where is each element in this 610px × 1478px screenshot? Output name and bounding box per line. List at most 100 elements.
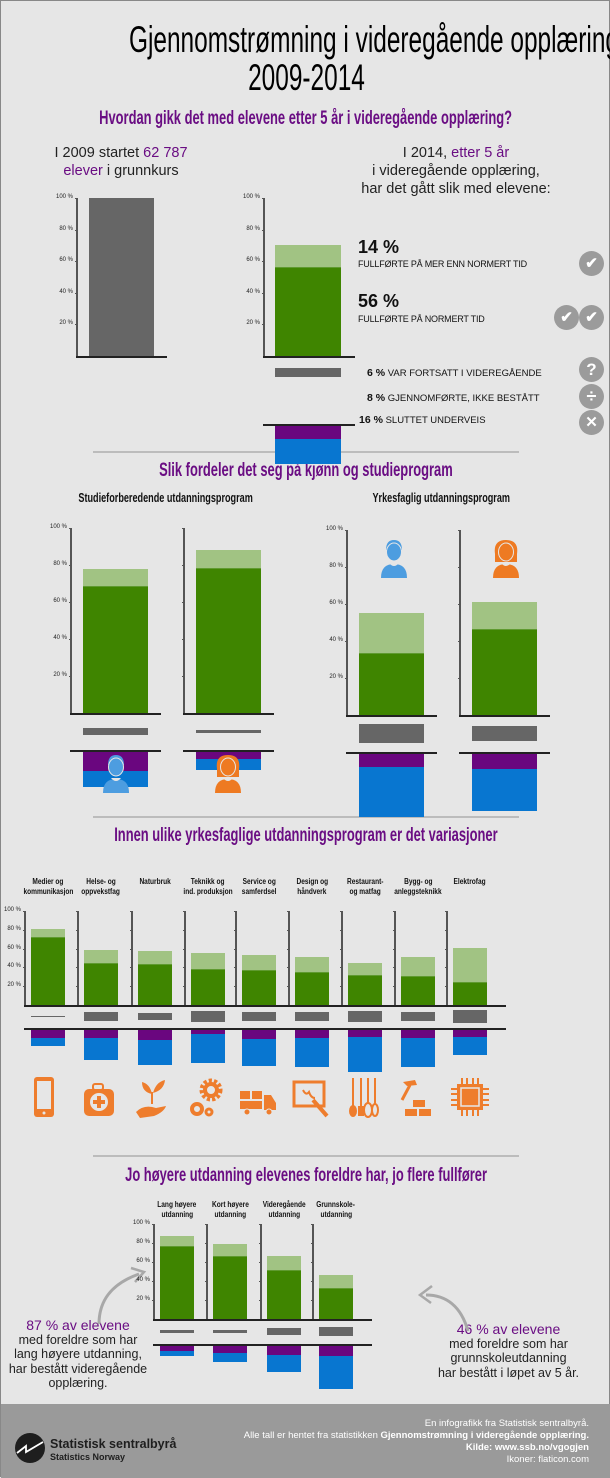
bar-dropped-out xyxy=(453,1036,487,1056)
truck-icon xyxy=(240,1091,276,1116)
bar-completed-extra-time xyxy=(84,949,118,964)
y-tick xyxy=(311,1262,314,1263)
bar-dropped-out xyxy=(191,1033,225,1063)
program-label-line1: Restaurant- xyxy=(346,877,384,886)
female-person-icon xyxy=(215,755,241,793)
y-tick xyxy=(340,948,343,950)
intro-2009: I 2009 startet 62 787 elever i grunnkurs xyxy=(41,144,201,180)
bar-completed-extra-time xyxy=(83,568,148,588)
program-label-line1: Service og xyxy=(242,877,276,886)
y-tick xyxy=(69,565,72,566)
bar-completed-extra-time xyxy=(359,613,424,654)
smartphone-icon xyxy=(34,1077,54,1117)
bar-still-in-school xyxy=(453,1010,487,1023)
y-axis xyxy=(153,1224,155,1319)
lower-baseline xyxy=(131,1028,191,1030)
program-label-line1: Medier og xyxy=(32,877,64,886)
y-tick xyxy=(262,292,265,294)
intro-2009-text: I 2009 startet xyxy=(54,145,144,161)
outcome-extra-time-label: FULLFØRTE PÅ MER ENN NORMERT TID xyxy=(358,259,527,269)
y-tick xyxy=(152,1243,155,1244)
y-tick xyxy=(130,929,133,931)
footer-icons-credit: Ikoner: flaticon.com xyxy=(506,1454,589,1465)
outcome-dropped: 16 % SLUTTET UNDERVEIS xyxy=(359,414,486,426)
y-tick xyxy=(259,1243,262,1244)
title-line-1: Gjennomstrømning i videregående opplærin… xyxy=(128,19,610,60)
curved-arrow-icon xyxy=(417,1285,470,1332)
bar-completed-normal-time xyxy=(267,1270,301,1319)
y-tick xyxy=(183,929,186,931)
lower-baseline xyxy=(235,1028,295,1030)
footer-source-link[interactable]: Kilde: www.ssb.no/vgogjen xyxy=(465,1442,589,1453)
program-label-line2: samferdsel xyxy=(241,887,277,896)
bar-completed-normal-time xyxy=(160,1246,194,1319)
baseline xyxy=(131,1005,191,1007)
lower-baseline xyxy=(24,1028,84,1030)
lower-baseline xyxy=(153,1344,213,1346)
lower-baseline xyxy=(459,752,550,754)
y-tick xyxy=(69,639,72,640)
y-tick xyxy=(76,929,79,931)
bar-dropped-out xyxy=(275,438,341,464)
y-tick-label: 40 % xyxy=(7,963,21,970)
divider xyxy=(93,1155,519,1157)
divider xyxy=(93,816,519,818)
check-circle-icon: ✔ xyxy=(579,305,604,330)
y-tick-label: 60 % xyxy=(53,598,67,604)
male-person-icon xyxy=(103,755,129,793)
check-circle-icon: ✔ xyxy=(554,305,579,330)
lower-baseline xyxy=(184,1028,244,1030)
section3-heading: Innen ulike yrkesfaglige utdanningsprogr… xyxy=(1,825,610,847)
outcome-normal-time-label: FULLFØRTE PÅ NORMERT TID xyxy=(358,314,485,324)
left-note: 87 % av elevene med foreldre som har lan… xyxy=(3,1318,153,1391)
y-axis xyxy=(263,198,265,356)
bar-completed-extra-time xyxy=(191,953,225,971)
y-tick xyxy=(445,967,448,969)
y-tick xyxy=(130,967,133,969)
y-tick-label: 100 % xyxy=(49,524,67,530)
y-tick-label: 40 % xyxy=(246,288,260,295)
parent-education-label: Grunnskole- utdanning xyxy=(306,1200,366,1220)
y-tick xyxy=(259,1262,262,1263)
bar-completed-normal-time xyxy=(348,975,382,1005)
y-tick xyxy=(287,986,290,988)
y-tick xyxy=(259,1224,262,1225)
parent-education-line2: utdanning xyxy=(268,1210,300,1219)
program-label-line1: Helse- og xyxy=(86,877,116,886)
y-tick xyxy=(458,604,461,605)
bar-completed-normal-time xyxy=(401,976,435,1005)
intro-2009-text-end: i grunnkurs xyxy=(102,163,179,179)
bar-completed-extra-time xyxy=(275,245,341,268)
y-tick-label: 20 % xyxy=(246,320,260,327)
bar-completed-extra-time xyxy=(196,550,261,569)
bar-still-in-school xyxy=(319,1327,353,1336)
y-axis xyxy=(235,911,237,1005)
y-tick-label: 80 % xyxy=(136,1239,150,1245)
y-tick xyxy=(262,229,265,231)
baseline xyxy=(183,713,274,715)
bar-not-passed xyxy=(472,754,537,769)
y-tick xyxy=(234,929,237,931)
y-tick xyxy=(23,986,26,988)
y-tick xyxy=(69,676,72,677)
right-note-line: med foreldre som har xyxy=(449,1336,568,1351)
y-tick xyxy=(152,1281,155,1282)
bar-still-in-school xyxy=(196,729,261,734)
bar-completed-extra-time xyxy=(267,1256,301,1271)
outcome-still-label: VAR FORTSATT I VIDEREGÅENDE xyxy=(387,368,542,379)
bar-completed-extra-time xyxy=(472,602,537,630)
y-tick xyxy=(340,911,343,912)
bar-completed-normal-time xyxy=(84,963,118,1005)
y-tick xyxy=(76,967,79,969)
yrkesfaglig-title-text: Yrkesfaglig utdanningsprogram xyxy=(372,490,510,505)
y-tick xyxy=(23,967,26,969)
baseline xyxy=(263,356,355,358)
bar-not-passed xyxy=(359,754,424,767)
y-tick xyxy=(393,948,396,950)
program-label: Medier og kommunikasjon xyxy=(18,877,78,897)
y-tick xyxy=(345,567,348,568)
program-label-line2: oppvekstfag xyxy=(81,887,121,896)
outcome-dropped-pct: 16 % xyxy=(359,414,383,426)
y-tick xyxy=(458,567,461,568)
y-tick xyxy=(182,639,185,640)
